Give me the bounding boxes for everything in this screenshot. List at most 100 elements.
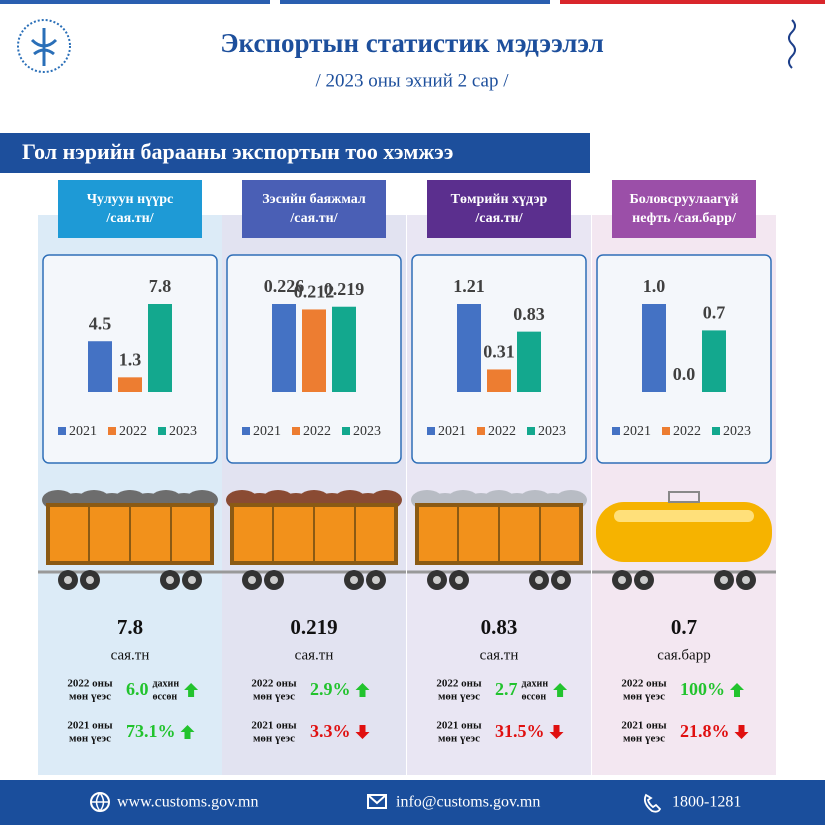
category-title: нефть /сая.барр/ xyxy=(632,211,737,226)
footer-email: info@customs.gov.mn xyxy=(396,794,540,811)
compare-value: 73.1% xyxy=(126,721,176,741)
wheel-hub xyxy=(166,576,174,584)
legend-swatch xyxy=(527,427,535,435)
card-unit: сая.тн xyxy=(480,647,519,663)
legend-label: 2021 xyxy=(253,424,281,439)
wheel-hub xyxy=(86,576,94,584)
bar xyxy=(702,330,726,392)
legend-label: 2023 xyxy=(723,424,751,439)
wheel-hub xyxy=(640,576,648,584)
legend-label: 2023 xyxy=(538,424,566,439)
bar xyxy=(148,304,172,392)
legend-swatch xyxy=(242,427,250,435)
mail-flap xyxy=(367,794,387,805)
bar xyxy=(642,304,666,392)
compare-label: 2022 оны xyxy=(436,678,482,690)
legend-label: 2021 xyxy=(623,424,651,439)
bar-value-label: 0.219 xyxy=(324,279,365,299)
bar xyxy=(457,304,481,392)
compare-label: мөн үеэс xyxy=(69,691,111,703)
wheel-hub xyxy=(188,576,196,584)
bar-value-label: 1.21 xyxy=(453,276,485,296)
compare-value: 2.7 xyxy=(495,679,518,699)
bar-value-label: 0.212 xyxy=(294,282,335,302)
legend-swatch xyxy=(612,427,620,435)
compare-label: мөн үеэс xyxy=(253,733,295,745)
compare-label: 2022 оны xyxy=(67,678,113,690)
trend-arrow xyxy=(184,683,199,697)
legend-swatch xyxy=(427,427,435,435)
card-value: 0.219 xyxy=(290,615,337,639)
chart-panel xyxy=(42,254,218,464)
bar-value-label: 0.7 xyxy=(703,303,726,323)
wheel-hub xyxy=(433,576,441,584)
bar xyxy=(272,304,296,392)
category-title: /сая.тн/ xyxy=(105,211,154,226)
category-title: Төмрийн хүдэр xyxy=(451,192,548,207)
script-ornament xyxy=(788,19,796,69)
bar xyxy=(118,377,142,392)
bar xyxy=(88,341,112,392)
wheel-hub xyxy=(455,576,463,584)
compare-value: 3.3% xyxy=(310,721,351,741)
wheel-hub xyxy=(350,576,358,584)
compare-label: 2022 оны xyxy=(621,678,667,690)
bar xyxy=(487,369,511,392)
tank-highlight xyxy=(614,510,754,522)
chart-panel xyxy=(596,254,772,464)
card-value: 7.8 xyxy=(117,615,143,639)
category-box xyxy=(612,180,756,238)
category-box xyxy=(427,180,571,238)
bar-value-label: 0.31 xyxy=(483,342,515,362)
legend-swatch xyxy=(712,427,720,435)
legend-swatch xyxy=(108,427,116,435)
top-stripe xyxy=(0,0,270,4)
top-stripe xyxy=(560,0,825,4)
trend-arrow xyxy=(355,683,370,697)
wheel-hub xyxy=(557,576,565,584)
logo-mark xyxy=(30,28,58,66)
compare-value: 100% xyxy=(680,679,725,699)
compare-label: мөн үеэс xyxy=(69,733,111,745)
category-box xyxy=(242,180,386,238)
category-title: Чулуун нүүрс xyxy=(87,192,173,207)
wheel-hub xyxy=(742,576,750,584)
wheel-hub xyxy=(64,576,72,584)
compare-label: 2021 оны xyxy=(436,720,482,732)
legend-label: 2023 xyxy=(353,424,381,439)
compare-value: 21.8% xyxy=(680,721,730,741)
bar-value-label: 1.3 xyxy=(119,349,142,369)
compare-value: 2.9% xyxy=(310,679,351,699)
card-unit: сая.тн xyxy=(111,647,150,663)
legend-label: 2022 xyxy=(303,424,331,439)
trend-arrow xyxy=(734,725,749,739)
legend-swatch xyxy=(477,427,485,435)
legend-label: 2022 xyxy=(119,424,147,439)
card-unit: сая.тн xyxy=(295,647,334,663)
wheel-hub xyxy=(535,576,543,584)
legend-swatch xyxy=(158,427,166,435)
trend-arrow xyxy=(553,683,568,697)
category-title: Зэсийн баяжмал xyxy=(262,192,366,207)
compare-label: 2021 оны xyxy=(67,720,113,732)
compare-label: 2022 оны xyxy=(251,678,297,690)
phone-icon xyxy=(643,793,662,813)
trend-arrow xyxy=(730,683,744,697)
trend-arrow xyxy=(355,725,370,739)
wheel-hub xyxy=(618,576,626,584)
logo xyxy=(17,19,71,73)
category-title: /сая.тн/ xyxy=(474,211,523,226)
wheel-hub xyxy=(248,576,256,584)
compare-label: мөн үеэс xyxy=(253,691,295,703)
legend-swatch xyxy=(58,427,66,435)
legend-swatch xyxy=(342,427,350,435)
bar xyxy=(517,331,541,392)
section-title: Гол нэрийн барааны экспортын тоо хэмжээ xyxy=(22,139,453,164)
footer-website: www.customs.gov.mn xyxy=(117,794,258,811)
legend-swatch xyxy=(662,427,670,435)
card-unit: сая.барр xyxy=(657,647,710,663)
legend-label: 2021 xyxy=(438,424,466,439)
legend-label: 2021 xyxy=(69,424,97,439)
chart-panel xyxy=(411,254,587,464)
